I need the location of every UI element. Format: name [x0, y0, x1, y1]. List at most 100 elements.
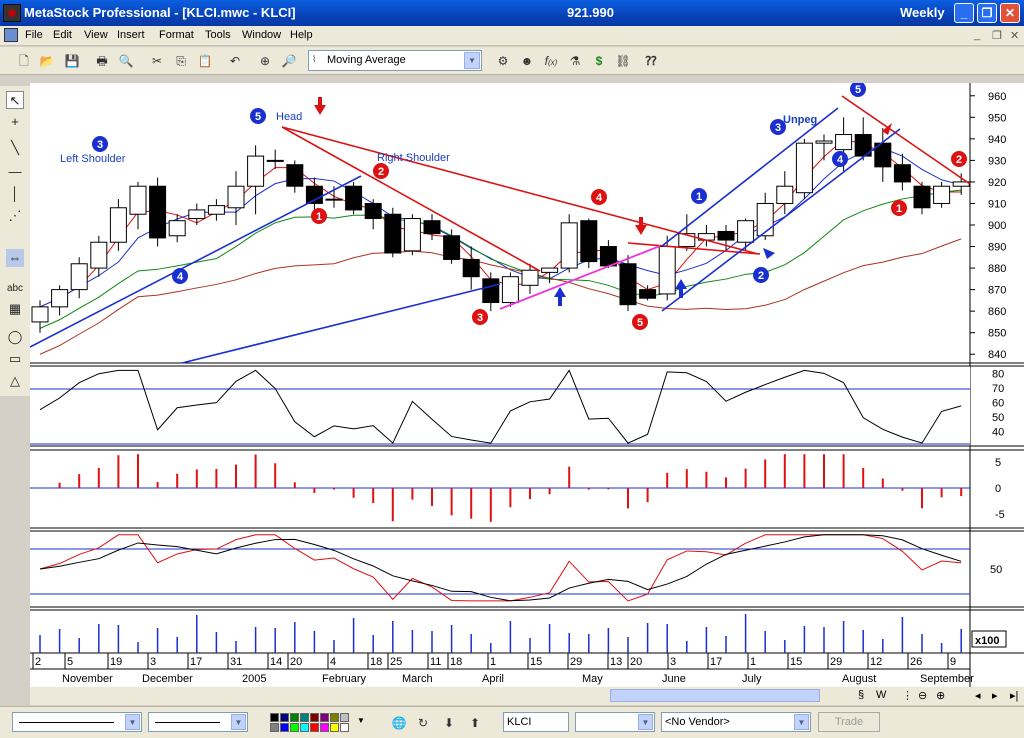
- doc-close-button[interactable]: ✕: [1010, 30, 1020, 42]
- menu-insert[interactable]: Insert: [117, 29, 145, 41]
- doc-minimize-button[interactable]: _: [974, 29, 981, 41]
- candle[interactable]: [737, 220, 755, 243]
- palette-swatch[interactable]: [280, 723, 289, 732]
- menu-view[interactable]: View: [84, 29, 108, 41]
- paste-icon[interactable]: 📋: [197, 54, 213, 68]
- snap-icon[interactable]: ⇔: [6, 249, 24, 267]
- rectangle-icon[interactable]: ▭: [8, 351, 22, 366]
- candle[interactable]: [835, 134, 853, 151]
- klci-chart[interactable]: 840850860870880890900910920930940950960 …: [29, 81, 1024, 687]
- vertical-line-icon[interactable]: │: [10, 186, 20, 201]
- trendline-blue-2[interactable]: [181, 283, 501, 364]
- chevron-down-icon[interactable]: ▼: [357, 716, 365, 725]
- palette-swatch[interactable]: [290, 723, 299, 732]
- scroll-left-icon[interactable]: ◂: [975, 690, 981, 702]
- candle[interactable]: [619, 263, 637, 306]
- globe-icon[interactable]: 🌐: [391, 716, 407, 730]
- palette-swatch[interactable]: [320, 713, 329, 722]
- page-back-icon[interactable]: §: [858, 689, 865, 701]
- candle[interactable]: [580, 220, 598, 263]
- palette-swatch[interactable]: [280, 713, 289, 722]
- candle[interactable]: [247, 155, 265, 187]
- candle[interactable]: [443, 235, 461, 260]
- download-icon[interactable]: ⬇: [443, 716, 455, 730]
- trendline-magenta[interactable]: [499, 245, 661, 310]
- stochastic-k-line[interactable]: [39, 534, 962, 602]
- chart-window[interactable]: 840 850 860 870 880 890 900 910 920 930 940 950 960 …: [29, 81, 1024, 687]
- indicator-select[interactable]: ⌇ Moving Average ▼: [308, 50, 482, 71]
- menu-file[interactable]: File: [25, 29, 43, 41]
- zoom-out-icon[interactable]: ⊖: [918, 690, 928, 702]
- copy-icon[interactable]: ⎘: [176, 54, 186, 68]
- zoom-icon[interactable]: 🔎: [281, 54, 297, 68]
- chevron-down-icon[interactable]: ▼: [464, 52, 480, 69]
- palette-swatch[interactable]: [290, 713, 299, 722]
- candle[interactable]: [913, 185, 931, 209]
- candle[interactable]: [31, 306, 49, 323]
- zoom-in-icon[interactable]: ⊕: [936, 690, 946, 702]
- menu-help[interactable]: Help: [290, 29, 313, 41]
- candle[interactable]: [658, 246, 676, 295]
- dollar-icon[interactable]: $: [595, 54, 603, 68]
- trendline-blue-1[interactable]: [29, 175, 362, 348]
- trade-button[interactable]: Trade: [818, 712, 880, 732]
- palette-swatch[interactable]: [330, 713, 339, 722]
- exchange-select[interactable]: ▼: [575, 712, 655, 732]
- trendline-blue-4[interactable]: [661, 107, 839, 247]
- candle[interactable]: [756, 202, 774, 237]
- refresh-icon[interactable]: ↻: [417, 716, 429, 730]
- candle[interactable]: [384, 213, 402, 254]
- candle[interactable]: [305, 185, 323, 204]
- doc-restore-button[interactable]: ❐: [992, 30, 1002, 42]
- candle[interactable]: [227, 185, 245, 209]
- upload-icon[interactable]: ⬆: [469, 716, 481, 730]
- print-preview-icon[interactable]: 🔍: [118, 54, 134, 68]
- trendline-red-3[interactable]: [841, 95, 971, 185]
- chevron-down-icon[interactable]: ▼: [231, 714, 246, 730]
- momentum-panel[interactable]: 5 0 -5: [30, 449, 1024, 529]
- candle[interactable]: [541, 267, 559, 273]
- stochastic-panel[interactable]: 50: [30, 530, 1024, 608]
- trendline-blue-3[interactable]: [661, 128, 901, 312]
- menu-edit[interactable]: Edit: [53, 29, 72, 41]
- ma-mid-green[interactable]: [39, 189, 962, 329]
- trendline-icon[interactable]: ╲: [11, 140, 19, 155]
- candle[interactable]: [639, 289, 657, 299]
- candle[interactable]: [560, 222, 578, 269]
- candle[interactable]: [795, 142, 813, 194]
- palette-swatch[interactable]: [300, 723, 309, 732]
- candle[interactable]: [345, 185, 363, 211]
- candle[interactable]: [266, 159, 284, 162]
- crosshair-icon[interactable]: ⊕: [259, 54, 271, 68]
- help-icon[interactable]: ⁇: [645, 54, 657, 68]
- stochastic-d-line[interactable]: [39, 534, 962, 602]
- candle[interactable]: [109, 207, 127, 243]
- text-icon[interactable]: abc: [6, 283, 24, 294]
- candle[interactable]: [933, 185, 951, 204]
- candle[interactable]: [482, 278, 500, 304]
- chevron-down-icon[interactable]: ▼: [125, 714, 140, 730]
- candle[interactable]: [70, 263, 88, 291]
- palette-swatch[interactable]: [310, 713, 319, 722]
- candle[interactable]: [364, 202, 382, 220]
- horizontal-line-icon[interactable]: —: [8, 164, 22, 179]
- horizontal-scrollbar[interactable]: [610, 689, 820, 702]
- candle[interactable]: [815, 140, 833, 144]
- candle[interactable]: [90, 241, 108, 269]
- candle[interactable]: [286, 164, 304, 187]
- menu-format[interactable]: Format: [159, 29, 194, 41]
- palette-swatch[interactable]: [340, 713, 349, 722]
- vendor-select[interactable]: <No Vendor> ▼: [661, 712, 811, 732]
- triangle-icon[interactable]: △: [10, 373, 20, 388]
- trendline-red-1[interactable]: [281, 126, 541, 272]
- candle[interactable]: [168, 220, 186, 237]
- palette-swatch[interactable]: [320, 723, 329, 732]
- save-icon[interactable]: 💾: [64, 54, 80, 68]
- candle[interactable]: [501, 276, 519, 304]
- rsi-panel[interactable]: 40 50 60 70 80: [30, 365, 1024, 447]
- palette-swatch[interactable]: [270, 723, 279, 732]
- chevron-down-icon[interactable]: ▼: [794, 714, 809, 730]
- candle[interactable]: [403, 218, 421, 252]
- candle[interactable]: [599, 246, 617, 267]
- weekly-button[interactable]: W: [876, 689, 887, 701]
